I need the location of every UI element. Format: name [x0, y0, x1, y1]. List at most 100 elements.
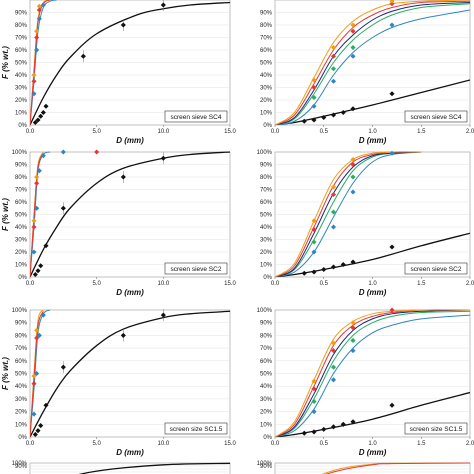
x-axis-label: D (mm) — [359, 288, 387, 297]
data-point-red — [34, 180, 40, 186]
y-tick-label: 90% — [15, 11, 28, 17]
screen-label-box — [404, 110, 468, 123]
data-point-red — [330, 348, 337, 354]
data-point-blue — [34, 205, 40, 211]
x-tick-label: 0.5 — [320, 441, 329, 447]
data-point-red — [311, 386, 317, 392]
chart-panel-2: 0% 10% 20% 30% 40% 50% 60% 70% 80% 90% 0.0 0.5 1.0 1.… — [260, 0, 474, 145]
plot-frame — [29, 462, 231, 474]
x-tick-label: 0.0 — [271, 129, 280, 135]
screen-label-box — [404, 262, 468, 275]
data-point-red — [389, 307, 395, 313]
data-point-black — [160, 312, 166, 318]
y-tick-label: 60% — [15, 48, 28, 54]
data-point-blue — [36, 16, 42, 22]
x-axis-label: D (mm) — [116, 288, 144, 297]
x-tick-label: 2.0 — [466, 281, 474, 287]
y-tick-label: 70% — [15, 188, 28, 194]
x-tick-label: 10.0 — [157, 281, 169, 287]
y-tick-label: 50% — [15, 61, 28, 67]
series-line-black — [275, 79, 470, 125]
y-tick-label: 90% — [15, 464, 28, 470]
x-tick-label: 5.0 — [92, 129, 101, 135]
chart-panel-5: 0% 10% 20% 30% 40% 50% 60% 70% 80% 90% 100% 0.0 5.0 1… — [1, 308, 236, 457]
data-point-orange — [330, 184, 337, 190]
data-point-black — [350, 259, 356, 265]
data-point-green — [330, 364, 337, 370]
y-tick-label: 0% — [18, 435, 27, 441]
y-tick-label: 20% — [260, 98, 273, 104]
screen-label-box — [164, 422, 228, 435]
x-tick-label: 2.0 — [466, 441, 474, 447]
data-point-orange — [311, 218, 317, 224]
data-point-blue — [330, 377, 337, 383]
y-tick-label: 50% — [260, 61, 273, 67]
y-tick-label: 20% — [15, 250, 28, 256]
y-tick-label: 70% — [15, 346, 28, 352]
data-point-blue — [34, 47, 40, 53]
chart-panel-6: 0% 10% 20% 30% 40% 50% 60% 70% 80% 90% 100% 0.0 0.5 1… — [257, 307, 474, 457]
x-tick-label: 0.5 — [320, 129, 329, 135]
data-point-green — [330, 209, 337, 215]
series-line-green — [275, 3, 470, 125]
y-tick-label: 90% — [260, 11, 273, 17]
screen-label: screen sieve SC4 — [411, 114, 462, 121]
y-tick-label: 20% — [260, 250, 273, 256]
x-tick-label: 1.5 — [417, 441, 426, 447]
y-tick-label: 100% — [12, 308, 28, 314]
y-tick-label: 100% — [257, 461, 273, 467]
screen-label: screen sieve SC2 — [411, 266, 462, 273]
y-tick-label: 80% — [15, 175, 28, 181]
y-tick-label: 100% — [12, 150, 28, 156]
y-tick-label: 90% — [15, 163, 28, 169]
data-point-black — [120, 174, 126, 180]
y-tick-label: 50% — [15, 372, 28, 378]
data-point-black — [330, 424, 337, 430]
y-tick-label: 70% — [260, 188, 273, 194]
x-tick-label: 15.0 — [224, 129, 236, 135]
x-tick-label: 1.0 — [368, 441, 377, 447]
data-point-red — [350, 161, 356, 168]
series-line-navy — [275, 2, 470, 125]
y-tick-label: 60% — [15, 200, 28, 206]
y-tick-label: 80% — [260, 175, 273, 181]
screen-label: screen sieve SC2 — [171, 266, 222, 273]
x-tick-label: 0.0 — [271, 281, 280, 287]
data-point-black — [340, 421, 346, 427]
data-point-black — [311, 429, 317, 435]
x-tick-label: 2.0 — [466, 129, 474, 135]
data-point-red — [350, 325, 356, 331]
y-tick-label: 20% — [15, 410, 28, 416]
y-tick-label: 20% — [15, 98, 28, 104]
data-point-orange — [350, 156, 356, 163]
screen-label-box — [164, 110, 228, 123]
x-axis-label: D (mm) — [359, 448, 387, 457]
data-point-red — [31, 381, 37, 387]
data-point-blue — [389, 150, 395, 156]
data-point-blue — [31, 91, 37, 97]
y-axis-label: F (% wt.) — [1, 198, 10, 231]
y-tick-label: 40% — [260, 73, 273, 79]
data-point-orange — [350, 320, 356, 326]
data-point-black — [389, 244, 395, 250]
data-point-green — [350, 337, 356, 344]
y-tick-label: 90% — [260, 464, 273, 470]
series-line-black — [30, 1, 230, 125]
data-point-green — [311, 398, 317, 404]
screen-label-box — [164, 262, 228, 275]
data-point-orange — [311, 378, 317, 384]
series-line-black — [275, 232, 470, 277]
x-tick-label: 0.0 — [271, 441, 280, 447]
x-tick-label: 1.0 — [368, 129, 377, 135]
series-line-red — [30, 0, 51, 125]
x-axis-label: D (mm) — [359, 136, 387, 145]
data-point-black — [32, 119, 38, 126]
y-tick-label: 80% — [260, 23, 273, 29]
x-tick-label: 10.0 — [157, 129, 169, 135]
screen-label: screen size SC1.5 — [170, 426, 223, 433]
y-tick-label: 40% — [15, 384, 28, 390]
data-point-red — [330, 191, 337, 198]
x-axis-label: D (mm) — [116, 448, 144, 457]
y-tick-label: 10% — [260, 111, 273, 117]
data-point-red — [34, 34, 40, 41]
